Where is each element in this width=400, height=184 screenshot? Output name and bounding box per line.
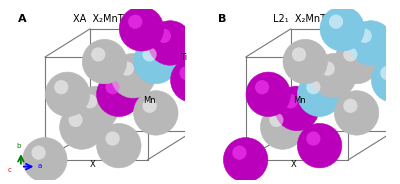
Circle shape [246, 72, 290, 116]
Text: B: B [218, 14, 227, 24]
Circle shape [358, 29, 372, 43]
Circle shape [134, 39, 178, 84]
Text: c: c [8, 167, 12, 173]
Circle shape [128, 15, 142, 29]
Text: Ti: Ti [180, 53, 188, 62]
Circle shape [284, 94, 298, 108]
Circle shape [180, 66, 194, 80]
Circle shape [32, 146, 46, 160]
Circle shape [275, 86, 319, 131]
Circle shape [306, 80, 320, 94]
Text: X: X [291, 160, 297, 169]
Circle shape [232, 146, 246, 160]
Circle shape [329, 15, 343, 29]
Circle shape [321, 61, 335, 76]
Circle shape [260, 105, 305, 149]
Circle shape [292, 47, 306, 62]
Circle shape [134, 91, 178, 135]
Circle shape [119, 7, 164, 51]
Circle shape [54, 80, 68, 94]
Circle shape [343, 99, 358, 113]
Circle shape [170, 58, 215, 102]
Circle shape [349, 21, 393, 65]
Circle shape [91, 47, 105, 62]
Circle shape [157, 29, 171, 43]
Circle shape [96, 123, 141, 168]
Circle shape [148, 21, 192, 65]
Circle shape [106, 80, 120, 94]
Circle shape [320, 7, 364, 51]
Circle shape [334, 91, 379, 135]
Circle shape [120, 61, 134, 76]
Circle shape [45, 72, 90, 116]
Circle shape [23, 138, 67, 182]
Circle shape [297, 123, 342, 168]
Text: X: X [90, 160, 96, 169]
Text: L2₁  X₂MnTi: L2₁ X₂MnTi [273, 14, 328, 24]
Text: A: A [18, 14, 26, 24]
Circle shape [106, 131, 120, 146]
Circle shape [142, 47, 157, 62]
Circle shape [223, 138, 268, 182]
Circle shape [283, 39, 328, 84]
Text: Mn: Mn [293, 96, 305, 105]
Circle shape [380, 66, 394, 80]
Text: a: a [38, 163, 42, 169]
Circle shape [74, 86, 118, 131]
Circle shape [297, 72, 342, 116]
Circle shape [269, 113, 284, 127]
Circle shape [111, 54, 156, 98]
Circle shape [312, 54, 356, 98]
Circle shape [334, 39, 379, 84]
Circle shape [306, 131, 320, 146]
Circle shape [343, 47, 358, 62]
Circle shape [142, 99, 157, 113]
Circle shape [82, 39, 127, 84]
Circle shape [255, 80, 269, 94]
Circle shape [60, 105, 104, 149]
Circle shape [68, 113, 83, 127]
Circle shape [96, 72, 141, 116]
Text: XA  X₂MnTi: XA X₂MnTi [73, 14, 126, 24]
Circle shape [371, 58, 400, 102]
Text: b: b [16, 143, 20, 149]
Text: Mn: Mn [143, 96, 156, 105]
Circle shape [83, 94, 97, 108]
